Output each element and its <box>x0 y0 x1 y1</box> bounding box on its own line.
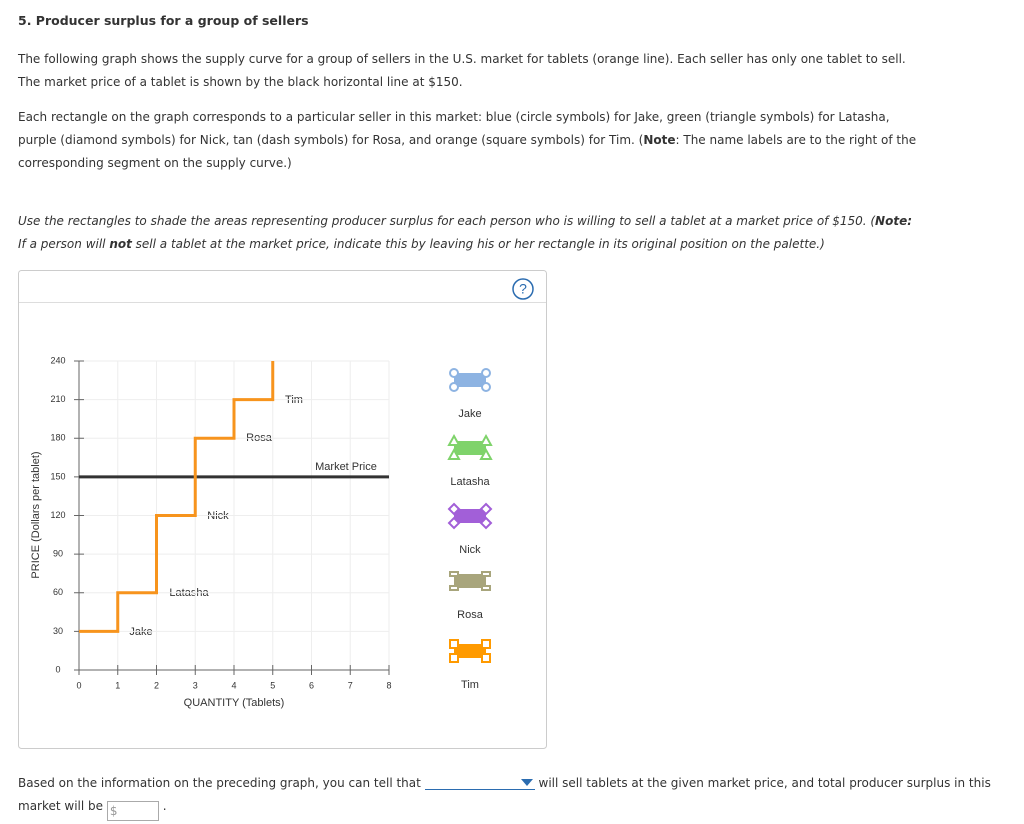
corner-marker <box>479 447 493 460</box>
corner-marker <box>447 447 461 460</box>
x-tick-label: 1 <box>115 680 120 690</box>
seller-rectangle <box>454 574 486 588</box>
x-tick-label: 2 <box>154 680 159 690</box>
corner-marker <box>449 585 459 591</box>
corner-marker <box>449 653 459 663</box>
corner-marker <box>449 368 459 378</box>
corner-marker <box>449 382 459 392</box>
panel-frame <box>18 270 547 749</box>
y-tick-label: 240 <box>50 355 65 365</box>
seller-rectangle <box>454 373 486 387</box>
text-run: Note <box>643 133 676 147</box>
question-text: Based on the information on the precedin… <box>18 776 421 790</box>
palette-item[interactable] <box>449 571 491 591</box>
corner-marker <box>447 516 461 530</box>
annotation: Jake <box>129 626 152 638</box>
palette-label: Latasha <box>450 476 490 488</box>
text-run: Each rectangle on the graph corresponds … <box>18 110 890 147</box>
y-tick-label: 150 <box>50 471 65 481</box>
x-tick-label: 0 <box>76 680 81 690</box>
palette-item[interactable] <box>449 639 491 663</box>
paragraph: The following graph shows the supply cur… <box>18 48 918 94</box>
corner-marker <box>449 571 459 577</box>
palette-item[interactable] <box>449 368 491 392</box>
y-tick-label: 180 <box>50 433 65 443</box>
palette-item[interactable] <box>447 502 493 530</box>
corner-marker <box>481 368 491 378</box>
text-run: Note: <box>875 214 913 228</box>
text-run: not <box>109 237 132 251</box>
seller-rectangle <box>454 509 486 523</box>
paragraph: Each rectangle on the graph corresponds … <box>18 106 918 175</box>
corner-marker <box>481 639 491 649</box>
currency-sign: $ <box>109 804 118 818</box>
y-tick-label: 90 <box>53 549 63 559</box>
corner-marker <box>447 433 461 446</box>
palette-label: Jake <box>458 408 481 420</box>
palette-item[interactable] <box>447 433 493 460</box>
y-tick-label: 0 <box>55 664 60 674</box>
supply-curve <box>79 361 275 633</box>
corner-marker <box>479 516 493 530</box>
corner-marker <box>481 571 491 577</box>
x-tick-label: 4 <box>231 680 236 690</box>
text-run: : The name labels are to the right of th… <box>18 133 917 170</box>
x-tick-label: 6 <box>309 680 314 690</box>
x-tick-label: 8 <box>386 680 391 690</box>
seller-rectangle <box>454 441 486 455</box>
y-tick-label: 60 <box>53 587 63 597</box>
y-tick-label: 210 <box>50 394 65 404</box>
corner-marker <box>481 382 491 392</box>
x-tick-label: 5 <box>270 680 275 690</box>
title: 5. Producer surplus for a group of selle… <box>18 13 309 28</box>
question: Based on the information on the precedin… <box>18 772 1008 821</box>
corner-marker <box>479 433 493 446</box>
x-tick-label: 3 <box>193 680 198 690</box>
palette-label: Rosa <box>457 609 484 621</box>
question-text: will sell tablets at the given market pr… <box>18 776 991 813</box>
help-icon[interactable]: ? <box>519 281 527 297</box>
text-run: Use the rectangles to shade the areas re… <box>18 214 876 228</box>
palette: Jake Latasha Nick Rosa Tim <box>447 368 493 691</box>
text-run: sell a tablet at the market price, indic… <box>131 237 825 251</box>
y-tick-label: 30 <box>53 626 63 636</box>
palette-label: Tim <box>461 679 479 691</box>
corner-marker <box>447 502 461 516</box>
y-tick-label: 120 <box>50 510 65 520</box>
plot: 0 30 60 90 120 150 180 210 240 0 1 2 3 4 5 6 7 8 <box>50 355 391 690</box>
x-axis-label: QUANTITY (Tablets) <box>184 697 285 709</box>
seller-dropdown[interactable] <box>424 775 535 790</box>
corner-marker <box>481 585 491 591</box>
palette-label: Nick <box>459 544 481 556</box>
surplus-input[interactable]: $ <box>106 801 159 821</box>
text-run: The following graph shows the supply cur… <box>18 52 906 89</box>
seller-rectangle <box>454 644 486 658</box>
help-button[interactable] <box>512 278 534 300</box>
corner-marker <box>481 653 491 663</box>
x-tick-label: 7 <box>348 680 353 690</box>
corner-marker <box>479 502 493 516</box>
question-text: . <box>162 799 167 813</box>
annotation: Market Price <box>315 461 377 473</box>
y-axis-label: PRICE (Dollars per tablet) <box>30 451 42 578</box>
text-run: If a person will <box>18 237 110 251</box>
corner-marker <box>449 639 459 649</box>
paragraph: Use the rectangles to shade the areas re… <box>18 210 918 256</box>
